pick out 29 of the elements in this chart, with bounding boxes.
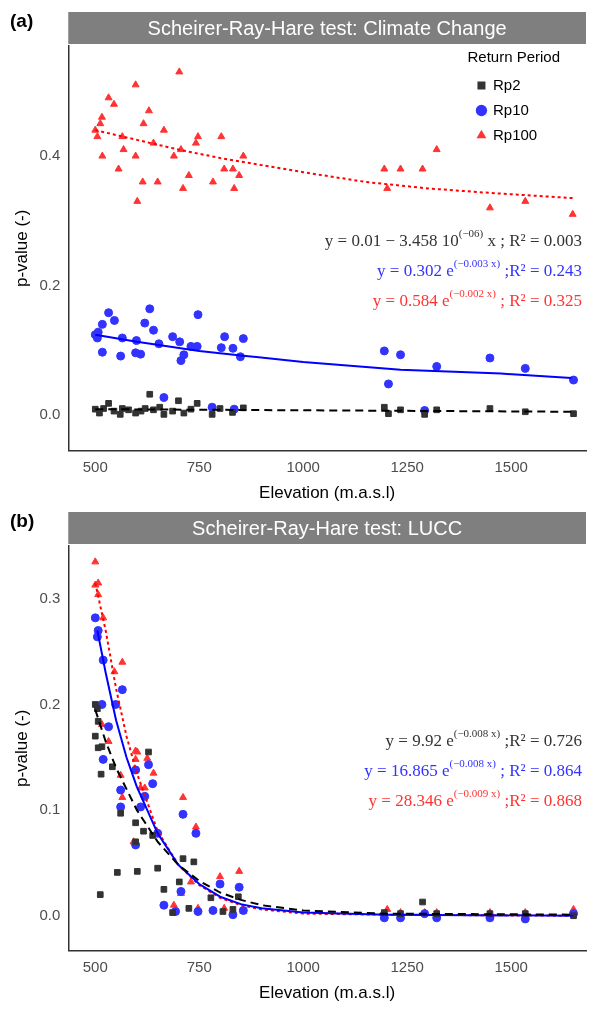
legend-label: Rp2 [492,75,521,93]
legend-label: Rp100 [492,125,538,143]
y-tick-label: 0.0 [39,905,61,923]
y-tick-label: 0.0 [39,405,61,423]
y-tick-label: 0.1 [39,800,61,818]
y-tick-label: 0.3 [39,588,61,606]
y-tick-label: 0.4 [39,146,61,164]
x-tick-label: 1000 [286,957,320,975]
x-tick-label: 1500 [494,457,528,475]
y-axis-title: p-value (-) [11,709,31,788]
legend-title: Return Period [467,47,561,65]
x-axis-title: Elevation (m.a.s.l) [259,483,396,503]
chart-title: Scheirer-Ray-Hare test: LUCC [192,516,463,539]
text: (b) [10,510,35,532]
x-tick-label: 500 [82,457,108,475]
x-tick-label: 1250 [390,957,424,975]
legend-label: Rp10 [492,100,529,118]
x-tick-label: 1250 [390,457,424,475]
y-tick-label: 0.2 [39,694,61,712]
y-tick-label: 0.2 [39,275,61,293]
x-tick-label: 1000 [286,457,320,475]
x-tick-label: 500 [82,957,108,975]
text: (a) [10,10,34,32]
x-tick-label: 750 [186,457,212,475]
y-axis-title: p-value (-) [11,209,31,288]
x-tick-label: 1500 [494,957,528,975]
x-tick-label: 750 [186,957,212,975]
chart-title: Scheirer-Ray-Hare test: Climate Change [147,16,507,39]
x-axis-title: Elevation (m.a.s.l) [259,983,396,1003]
